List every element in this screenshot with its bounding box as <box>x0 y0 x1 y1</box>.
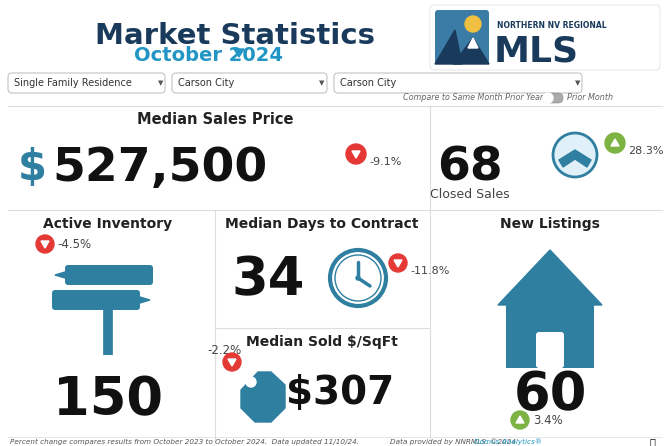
Polygon shape <box>516 416 524 423</box>
Text: Closed Sales: Closed Sales <box>430 189 510 202</box>
FancyBboxPatch shape <box>536 332 564 368</box>
Text: 3.4%: 3.4% <box>533 413 563 426</box>
Text: 34: 34 <box>231 254 305 306</box>
Text: Market Statistics: Market Statistics <box>95 22 375 50</box>
Polygon shape <box>559 150 591 167</box>
Circle shape <box>465 16 481 32</box>
Circle shape <box>389 254 407 272</box>
Circle shape <box>511 411 529 429</box>
FancyBboxPatch shape <box>65 265 153 285</box>
FancyBboxPatch shape <box>52 290 140 310</box>
Circle shape <box>335 255 381 301</box>
Text: New Listings: New Listings <box>500 217 600 231</box>
Circle shape <box>605 133 625 153</box>
Text: $307: $307 <box>286 374 394 412</box>
Polygon shape <box>611 139 619 146</box>
Circle shape <box>356 276 360 280</box>
Polygon shape <box>498 250 602 305</box>
Polygon shape <box>435 30 462 64</box>
Text: 527,500: 527,500 <box>52 145 267 190</box>
Polygon shape <box>228 359 236 366</box>
Text: ▼: ▼ <box>319 80 324 86</box>
Circle shape <box>246 377 256 387</box>
Polygon shape <box>453 38 489 64</box>
Text: ▼: ▼ <box>158 80 163 86</box>
Circle shape <box>330 250 386 306</box>
FancyBboxPatch shape <box>430 5 660 70</box>
Polygon shape <box>394 260 402 267</box>
FancyBboxPatch shape <box>334 73 582 93</box>
Text: Carson City: Carson City <box>178 78 234 88</box>
Text: $: $ <box>18 147 47 189</box>
FancyBboxPatch shape <box>543 93 563 103</box>
Text: -11.8%: -11.8% <box>410 266 450 276</box>
Polygon shape <box>352 151 360 158</box>
FancyBboxPatch shape <box>435 10 489 64</box>
Polygon shape <box>140 297 150 303</box>
Text: 🖨: 🖨 <box>649 437 655 446</box>
Text: October 2024: October 2024 <box>133 46 283 65</box>
Text: 28.3%: 28.3% <box>628 146 663 156</box>
Text: Domus Analytics®: Domus Analytics® <box>474 439 542 446</box>
Text: -9.1%: -9.1% <box>369 157 401 167</box>
Text: Percent change compares results from October 2023 to October 2024.  Data updated: Percent change compares results from Oct… <box>10 439 359 445</box>
Circle shape <box>346 144 366 164</box>
Text: 150: 150 <box>53 374 163 426</box>
Circle shape <box>223 353 241 371</box>
Circle shape <box>553 133 597 177</box>
Text: Median Sold $/SqFt: Median Sold $/SqFt <box>246 335 398 349</box>
Circle shape <box>36 235 54 253</box>
Polygon shape <box>55 272 65 278</box>
Polygon shape <box>41 241 49 248</box>
Text: Data provided by NNRMLS. ©2024: Data provided by NNRMLS. ©2024 <box>390 439 519 446</box>
Text: Median Days to Contract: Median Days to Contract <box>225 217 419 231</box>
Text: 60: 60 <box>513 369 587 421</box>
Text: Active Inventory: Active Inventory <box>44 217 173 231</box>
Text: Prior Month: Prior Month <box>567 94 613 103</box>
Polygon shape <box>468 38 478 48</box>
Text: ▼: ▼ <box>575 80 580 86</box>
Text: MLS: MLS <box>494 35 579 69</box>
Text: Median Sales Price: Median Sales Price <box>137 112 293 127</box>
Polygon shape <box>234 49 244 57</box>
FancyBboxPatch shape <box>8 73 165 93</box>
Polygon shape <box>241 372 285 422</box>
Text: NORTHERN NV REGIONAL: NORTHERN NV REGIONAL <box>497 21 606 30</box>
FancyBboxPatch shape <box>506 300 594 368</box>
Text: 68: 68 <box>438 145 502 190</box>
Text: -4.5%: -4.5% <box>57 238 91 251</box>
Text: Compare to Same Month Prior Year: Compare to Same Month Prior Year <box>403 94 543 103</box>
Text: Single Family Residence: Single Family Residence <box>14 78 132 88</box>
FancyBboxPatch shape <box>172 73 327 93</box>
Circle shape <box>543 93 553 103</box>
Text: -2.2%: -2.2% <box>207 344 241 358</box>
Text: Carson City: Carson City <box>340 78 396 88</box>
